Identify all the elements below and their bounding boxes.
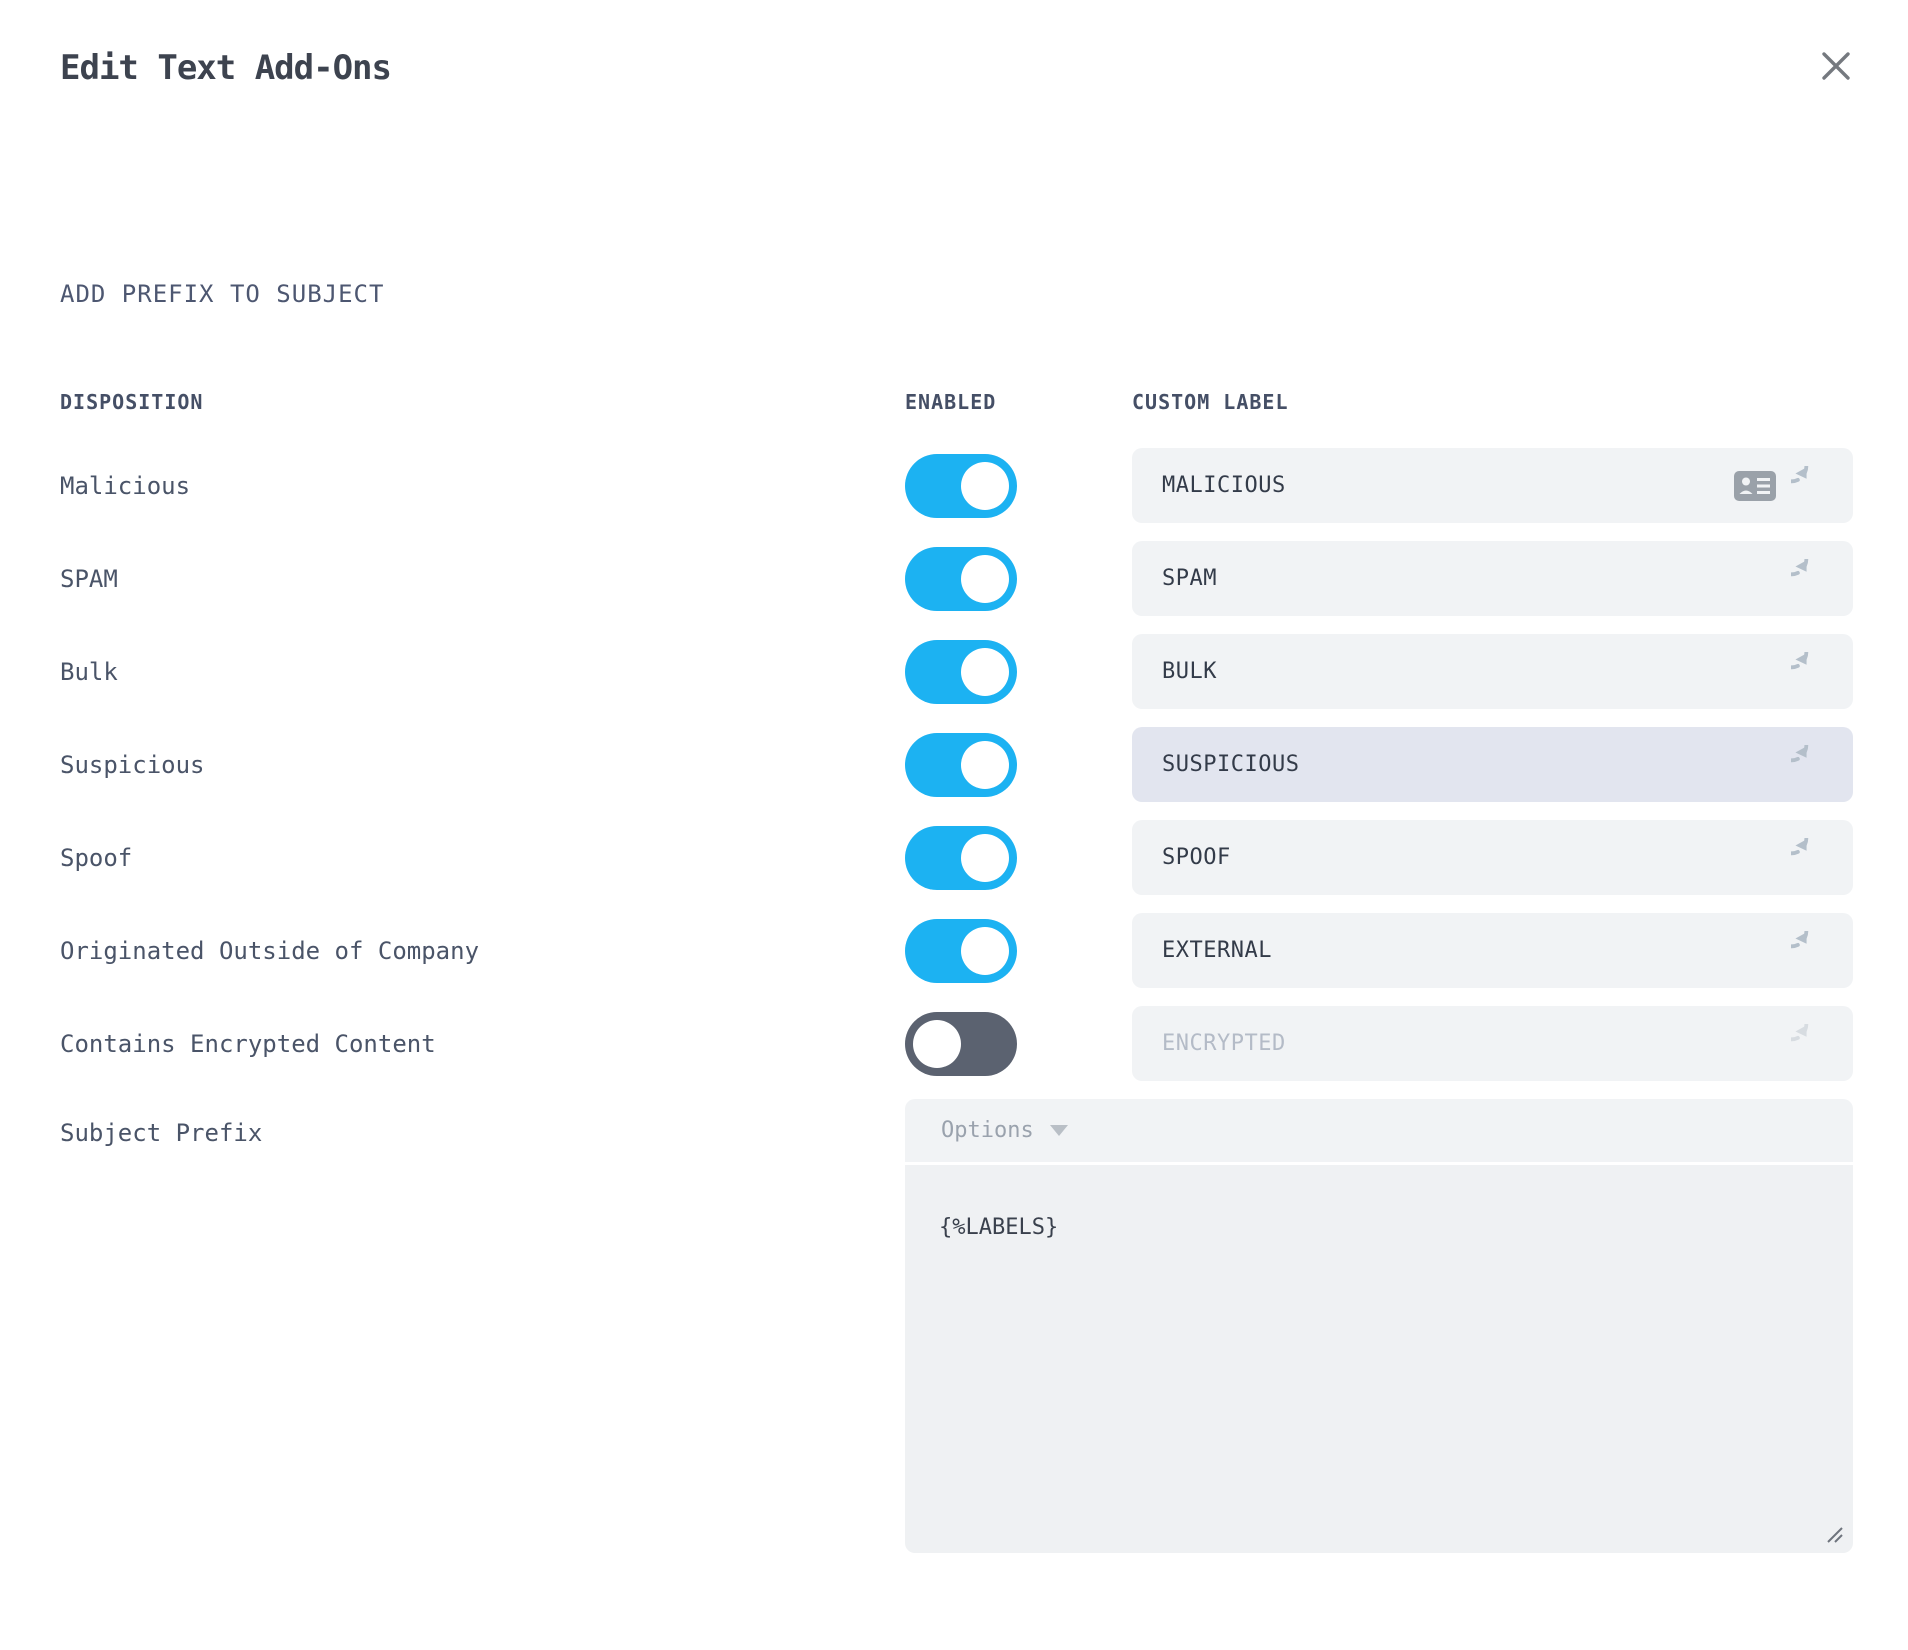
reset-icon[interactable] <box>1791 651 1831 692</box>
column-header-enabled: ENABLED <box>905 390 997 414</box>
close-icon <box>1818 48 1854 84</box>
section-heading: ADD PREFIX TO SUBJECT <box>60 280 385 308</box>
toggle-knob <box>961 554 1009 603</box>
custom-label-value: MALICIOUS <box>1162 473 1286 498</box>
custom-label-value: SPAM <box>1162 566 1217 591</box>
resize-handle[interactable] <box>1825 1525 1845 1545</box>
custom-label-field[interactable]: SPAM <box>1132 541 1853 616</box>
custom-label-value: EXTERNAL <box>1162 938 1272 963</box>
table-header-row: DISPOSITION ENABLED CUSTOM LABEL <box>60 390 1853 414</box>
subject-prefix-row: Subject Prefix Options {%LABELS} <box>60 1099 1853 1553</box>
custom-label-field[interactable]: SUSPICIOUS <box>1132 727 1853 802</box>
enabled-toggle[interactable] <box>905 918 1017 983</box>
options-dropdown-label: Options <box>941 1118 1034 1143</box>
toggle-knob <box>961 926 1009 975</box>
reset-icon[interactable] <box>1791 930 1831 971</box>
custom-label-field[interactable]: MALICIOUS <box>1132 448 1853 523</box>
reset-icon[interactable] <box>1791 1023 1831 1064</box>
enabled-toggle[interactable] <box>905 546 1017 611</box>
toggle-knob <box>961 740 1009 789</box>
subject-prefix-editor: Options {%LABELS} <box>905 1099 1853 1553</box>
table-row: Bulk BULK <box>60 634 1853 709</box>
custom-label-field[interactable]: EXTERNAL <box>1132 913 1853 988</box>
table-row: Malicious MALICIOUS <box>60 448 1853 523</box>
enabled-toggle[interactable] <box>905 453 1017 518</box>
close-button[interactable] <box>1814 44 1858 88</box>
custom-label-value: BULK <box>1162 659 1217 684</box>
disposition-label: Malicious <box>60 471 191 500</box>
enabled-toggle[interactable] <box>905 1011 1017 1076</box>
disposition-label: SPAM <box>60 564 118 593</box>
subject-prefix-label: Subject Prefix <box>60 1119 263 1147</box>
table-row: Originated Outside of Company EXTERNAL <box>60 913 1853 988</box>
reset-icon[interactable] <box>1791 558 1831 599</box>
table-row: Contains Encrypted Content ENCRYPTED <box>60 1006 1853 1081</box>
toggle-knob <box>961 461 1009 510</box>
subject-prefix-textarea[interactable]: {%LABELS} <box>905 1165 1853 1553</box>
toggle-knob <box>961 647 1009 696</box>
reset-icon[interactable] <box>1791 465 1831 506</box>
enabled-toggle[interactable] <box>905 732 1017 797</box>
disposition-label: Bulk <box>60 657 118 686</box>
contact-card-icon[interactable] <box>1733 469 1777 503</box>
table-row: SPAM SPAM <box>60 541 1853 616</box>
subject-prefix-value: {%LABELS} <box>939 1215 1059 1240</box>
disposition-label: Spoof <box>60 843 133 872</box>
disposition-label: Originated Outside of Company <box>60 936 480 965</box>
column-header-disposition: DISPOSITION <box>60 390 204 414</box>
table-row: Spoof SPOOF <box>60 820 1853 895</box>
enabled-toggle[interactable] <box>905 825 1017 890</box>
custom-label-field[interactable]: SPOOF <box>1132 820 1853 895</box>
table-row: Suspicious SUSPICIOUS <box>60 727 1853 802</box>
toggle-knob <box>961 833 1009 882</box>
column-header-custom-label: CUSTOM LABEL <box>1132 390 1289 414</box>
custom-label-field[interactable]: BULK <box>1132 634 1853 709</box>
dialog-title: Edit Text Add-Ons <box>60 48 392 88</box>
disposition-label: Contains Encrypted Content <box>60 1029 436 1058</box>
custom-label-field[interactable]: ENCRYPTED <box>1132 1006 1853 1081</box>
disposition-label: Suspicious <box>60 750 205 779</box>
toggle-knob <box>913 1019 961 1068</box>
chevron-down-icon <box>1049 1125 1068 1136</box>
custom-label-value: SUSPICIOUS <box>1162 752 1300 777</box>
custom-label-value: SPOOF <box>1162 845 1231 870</box>
enabled-toggle[interactable] <box>905 639 1017 704</box>
prefix-table: DISPOSITION ENABLED CUSTOM LABEL Malicio… <box>60 390 1853 1553</box>
reset-icon[interactable] <box>1791 744 1831 785</box>
custom-label-value: ENCRYPTED <box>1162 1031 1286 1056</box>
reset-icon[interactable] <box>1791 837 1831 878</box>
options-dropdown[interactable]: Options <box>905 1099 1853 1165</box>
